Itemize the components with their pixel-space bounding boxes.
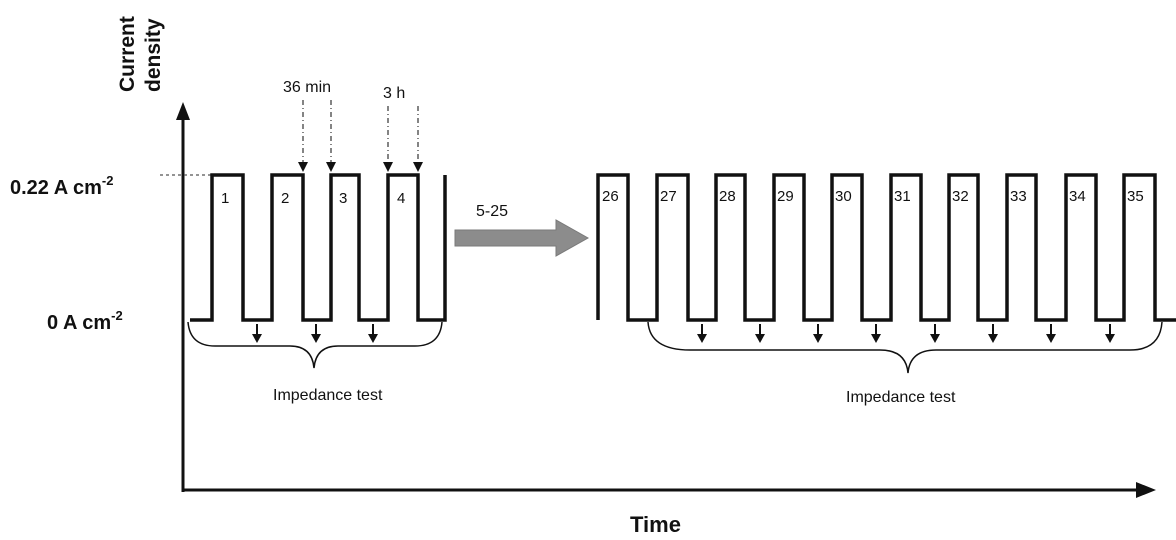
cycle-number-34: 34 [1069,188,1086,205]
y-axis-label-line1: Current [116,16,139,92]
y-axis-label-line2: density [142,18,165,92]
cycle-number-28: 28 [719,188,736,205]
skip-cycles-arrow [454,219,590,257]
skip-cycles-label: 5-25 [476,203,508,220]
left-pulse-train [190,173,447,322]
impedance-arrowheads-right [697,334,1115,343]
cycle-number-31: 31 [894,188,911,205]
impedance-brace-left [187,321,443,369]
x-axis-label: Time [630,512,681,537]
cycle-number-32: 32 [952,188,969,205]
y-axis-arrowhead [176,102,190,120]
low-current-label: 0 A cm-2 [47,308,123,334]
interval-36min-label: 36 min [283,79,331,96]
right-pulse-train [596,173,1176,322]
x-axis-arrowhead [1136,482,1156,498]
impedance-arrowheads-left [252,334,378,343]
cycle-number-27: 27 [660,188,677,205]
impedance-test-label-right: Impedance test [846,389,956,406]
cycle-number-30: 30 [835,188,852,205]
cycle-number-33: 33 [1010,188,1027,205]
interval-markers [302,100,419,164]
cycle-number-29: 29 [777,188,794,205]
interval-3h-label: 3 h [383,85,405,102]
interval-marker-arrowheads [298,162,423,172]
cycle-number-26: 26 [602,188,619,205]
cycle-number-1: 1 [221,190,229,207]
cycle-number-2: 2 [281,190,289,207]
cycle-number-4: 4 [397,190,405,207]
impedance-test-label-left: Impedance test [273,387,383,404]
high-current-label: 0.22 A cm-2 [10,173,113,199]
cycle-number-3: 3 [339,190,347,207]
cycle-number-35: 35 [1127,188,1144,205]
impedance-brace-right [647,321,1163,374]
